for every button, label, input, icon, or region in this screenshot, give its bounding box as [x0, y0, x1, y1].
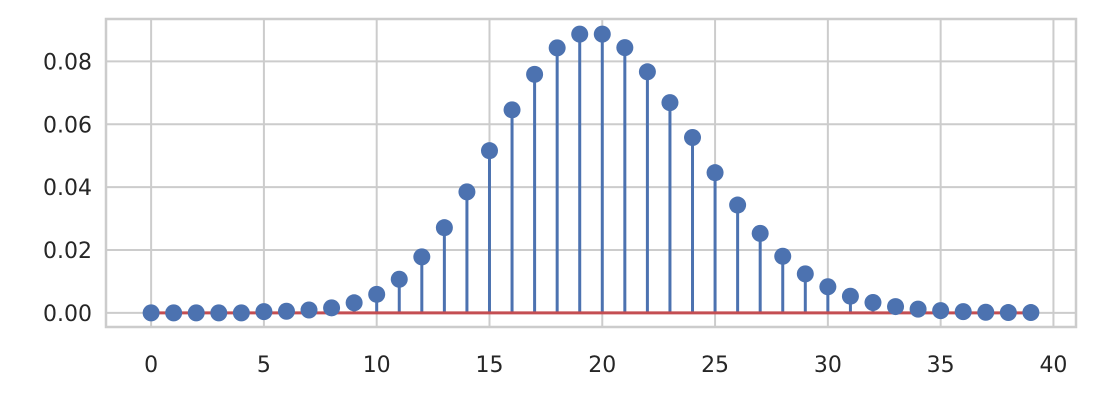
stem-marker — [864, 293, 882, 311]
stem-marker — [165, 304, 183, 322]
stem-marker — [954, 303, 972, 321]
stem-marker — [932, 302, 950, 320]
x-tick-label: 10 — [363, 353, 391, 378]
stem-marker — [255, 303, 273, 321]
y-tick-label: 0.02 — [43, 239, 92, 264]
stem-marker — [638, 63, 656, 81]
stem-marker — [480, 142, 498, 160]
y-tick-label: 0.00 — [43, 302, 92, 327]
stem-marker — [232, 304, 250, 322]
stem-marker — [841, 287, 859, 305]
x-tick-label: 30 — [814, 353, 842, 378]
stem-marker — [616, 39, 634, 57]
grid-lines — [106, 19, 1076, 327]
stem-marker — [210, 304, 228, 322]
stem-marker — [571, 25, 589, 43]
stem-marker — [435, 219, 453, 237]
stem-marker — [819, 278, 837, 296]
stem-marker — [661, 94, 679, 112]
stem-marker — [300, 301, 318, 319]
stem-marker — [503, 101, 521, 119]
stem-marker — [593, 25, 611, 43]
stem-marker — [277, 302, 295, 320]
y-tick-label: 0.08 — [43, 50, 92, 75]
stem-marker — [684, 128, 702, 146]
x-tick-label: 40 — [1039, 353, 1067, 378]
stem-marker — [142, 304, 160, 322]
stem-marker — [390, 270, 408, 288]
stem-marker — [413, 248, 431, 266]
stem-marker — [1022, 304, 1040, 322]
x-tick-label: 0 — [144, 353, 158, 378]
plot-frame — [104, 17, 1078, 329]
x-tick-label: 5 — [257, 353, 271, 378]
stem-marker — [526, 65, 544, 83]
y-tick-label: 0.06 — [43, 113, 92, 138]
stem-marker — [458, 183, 476, 201]
stem-markers — [142, 25, 1040, 322]
stem-marker — [323, 299, 341, 317]
stem-marker — [187, 304, 205, 322]
stem-marker — [796, 265, 814, 283]
stem-marker — [887, 298, 905, 316]
stem-marker — [368, 285, 386, 303]
x-tick-label: 15 — [475, 353, 503, 378]
x-tick-label: 25 — [701, 353, 729, 378]
stem-marker — [774, 247, 792, 265]
axis-ticks: 0 5 10 15 20 25 30 35 40 0.00 0.02 0.04 0.06 0.08 — [43, 50, 1067, 378]
y-tick-label: 0.04 — [43, 176, 92, 201]
x-tick-label: 20 — [588, 353, 616, 378]
stem-marker — [548, 39, 566, 57]
stem-lines — [262, 34, 1033, 313]
stem-marker — [345, 294, 363, 312]
stem-marker — [706, 164, 724, 182]
stem-marker — [977, 303, 995, 321]
stem-marker — [909, 300, 927, 318]
stem-marker — [751, 224, 769, 242]
stem-marker — [729, 196, 747, 214]
stem-marker — [999, 304, 1017, 322]
x-tick-label: 35 — [927, 353, 955, 378]
